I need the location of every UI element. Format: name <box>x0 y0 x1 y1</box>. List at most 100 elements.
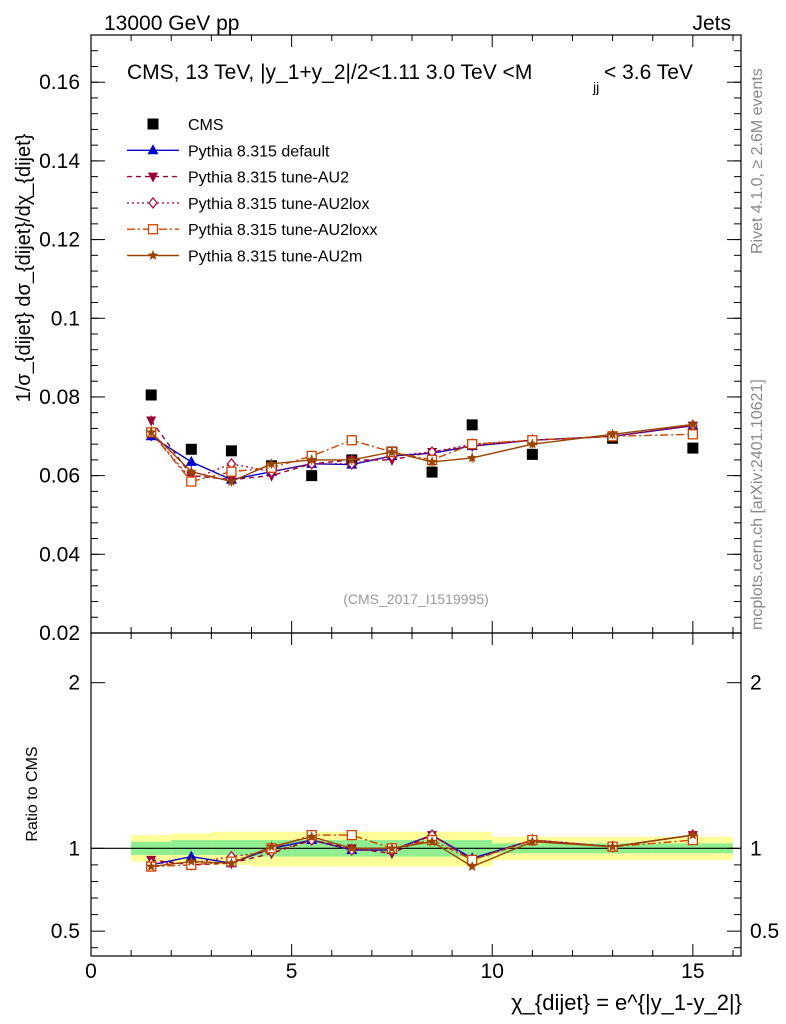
data-point-cms <box>687 442 699 454</box>
data-point-au2m <box>346 454 358 465</box>
main-title-subscript: jj <box>592 79 599 95</box>
inner-band-segment <box>211 840 252 855</box>
data-point-au2m <box>306 454 317 465</box>
ratio-point-au2m <box>426 836 438 847</box>
y-tick-label: 0.06 <box>39 465 80 488</box>
y-tick-label: 0.04 <box>39 543 80 566</box>
data-point-au2m <box>266 458 277 469</box>
data-point-au2m <box>687 418 699 429</box>
legend: CMS Pythia 8.315 default Pythia 8.315 tune… <box>127 117 377 266</box>
y-tick-label-right: 0.5 <box>750 920 779 943</box>
y-tick-label: 0.1 <box>51 307 80 330</box>
data-point-au2 <box>146 416 157 427</box>
x-tick-label: 0 <box>85 960 97 983</box>
ratio-line-au2lox <box>151 834 694 864</box>
y-tick-label: 0.08 <box>39 386 80 409</box>
data-point-au2m <box>607 428 618 439</box>
ratio-y-axis-label-group: Ratio to CMS <box>24 746 41 841</box>
ratio-panel: 0 5 10 15 0.5 0.5 1 1 2 2 Ratio to CMS χ_{dijet} … <box>24 632 779 1015</box>
series-line-au2 <box>150 420 693 481</box>
legend-marker-cms <box>147 118 159 130</box>
data-point-au2m <box>386 446 398 457</box>
ratio-point-default <box>185 850 197 861</box>
ratio-data-layer <box>145 829 699 872</box>
ratio-point-au2m <box>466 861 478 871</box>
data-point-au2loxx <box>226 466 237 477</box>
data-point-au2m <box>226 476 237 486</box>
y-tick-label-right: 1 <box>750 837 762 860</box>
data-point-au2m <box>466 452 478 463</box>
y-tick-label: 0.16 <box>39 71 80 94</box>
ratio-line-au2loxx <box>151 834 693 868</box>
analysis-watermark: (CMS_2017_I1519995) <box>343 591 489 607</box>
main-title-text: CMS, 13 TeV, |y_1+y_2|/2<1.11 3.0 TeV <M <box>127 61 532 84</box>
legend-label: Pythia 8.315 tune-AU2loxx <box>188 222 377 239</box>
legend-marker-au2loxx <box>147 224 159 235</box>
header-left-label: 13000 GeV pp <box>104 12 239 35</box>
data-point-cms <box>225 445 237 457</box>
main-y-axis-label-group: 1/σ_{dijet} dσ_{dijet}/dχ_{dijet} <box>13 133 35 402</box>
axes-frame <box>90 632 742 957</box>
ratio-point-au2m <box>607 841 618 852</box>
legend-entry-au2loxx: Pythia 8.315 tune-AU2loxx <box>127 222 377 239</box>
main-data-layer <box>145 389 699 487</box>
ratio-point-au2m <box>266 841 277 852</box>
y-tick-label: 0.02 <box>39 622 80 645</box>
y-tick-label: 0.5 <box>51 920 80 943</box>
series-line-au2m <box>150 423 693 483</box>
data-point-au2m <box>145 426 157 437</box>
data-point-cms <box>145 389 157 401</box>
data-point-au2loxx <box>186 476 197 487</box>
x-axis-label: χ_{dijet} = e^{|y_1-y_2|} <box>511 990 742 1015</box>
legend-marker-au2 <box>148 172 158 183</box>
y-tick-label-right: 2 <box>750 672 762 695</box>
data-point-au2m <box>186 466 197 477</box>
legend-marker-au2lox <box>148 196 158 209</box>
data-point-cms <box>185 443 197 455</box>
data-point-au2loxx <box>467 439 478 450</box>
y-tick-label: 1 <box>68 837 80 860</box>
data-point-au2m <box>527 438 538 449</box>
x-tick-label: 10 <box>481 960 504 983</box>
legend-marker-au2m <box>147 250 159 260</box>
ratio-axes: 0 5 10 15 0.5 0.5 1 1 2 2 <box>51 632 779 983</box>
legend-entry-default: Pythia 8.315 default <box>127 143 330 160</box>
legend-entry-cms: CMS <box>147 117 224 134</box>
data-point-au2m <box>426 456 438 467</box>
data-point-au2loxx <box>687 429 699 440</box>
ratio-point-au2m <box>527 836 538 847</box>
ratio-point-au2m <box>386 842 398 853</box>
legend-entry-au2m: Pythia 8.315 tune-AU2m <box>127 249 362 266</box>
legend-marker-default <box>147 144 159 155</box>
x-tick-label: 15 <box>681 960 704 983</box>
y-tick-label: 2 <box>68 672 80 695</box>
rivet-side-label: Rivet 4.1.0, ≥ 2.6M events <box>749 68 766 254</box>
ratio-point-au2m <box>306 831 317 842</box>
ratio-point-au2m <box>687 829 699 840</box>
ratio-series-au2m <box>145 829 699 871</box>
ratio-point-au2m <box>186 856 197 867</box>
ratio-line-au2m <box>151 834 694 868</box>
data-point-default <box>185 455 197 466</box>
ratio-point-au2m <box>346 842 358 853</box>
legend-label: CMS <box>188 117 224 134</box>
series-au2m <box>145 418 699 487</box>
ratio-point-au2m <box>226 857 237 868</box>
inner-band-segment <box>171 840 212 855</box>
series-line-au2loxx <box>150 431 693 483</box>
header-right-label: Jets <box>692 12 731 35</box>
legend-label: Pythia 8.315 tune-AU2m <box>188 249 362 266</box>
data-point-au2loxx <box>346 435 357 446</box>
ratio-y-axis-label: Ratio to CMS <box>24 746 41 841</box>
main-axes: 0.02 0.04 0.06 0.08 0.1 0.12 0.14 0.16 <box>39 34 742 645</box>
data-point-cms <box>466 419 478 431</box>
legend-label: Pythia 8.315 tune-AU2lox <box>188 196 369 213</box>
main-title-group: CMS, 13 TeV, |y_1+y_2|/2<1.11 3.0 TeV <M… <box>127 61 693 95</box>
data-point-cms <box>426 466 438 478</box>
legend-entry-au2: Pythia 8.315 tune-AU2 <box>127 170 349 187</box>
data-point-cms <box>306 470 318 482</box>
main-y-axis-label: 1/σ_{dijet} dσ_{dijet}/dχ_{dijet} <box>13 133 35 402</box>
legend-entry-au2lox: Pythia 8.315 tune-AU2lox <box>127 196 369 213</box>
main-title-tail: < 3.6 TeV <box>604 61 693 84</box>
